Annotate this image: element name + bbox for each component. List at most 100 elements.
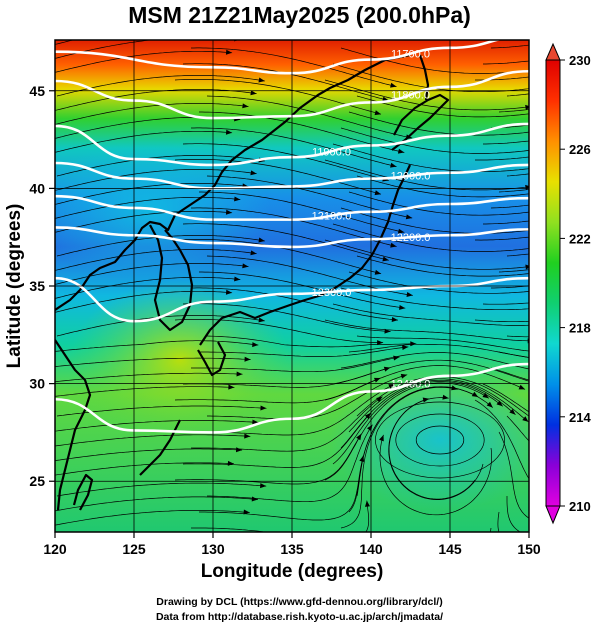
streamline <box>182 223 389 261</box>
streamline <box>55 357 251 367</box>
streamline-arrow <box>225 129 233 135</box>
streamline <box>199 383 395 436</box>
y-axis-label: Latitude (degrees) <box>4 204 25 369</box>
streamline <box>490 124 529 129</box>
streamline <box>55 183 249 205</box>
colorbar-tick-label: 218 <box>569 321 591 336</box>
contour-label: 12200.0 <box>391 232 431 244</box>
streamline <box>332 381 503 465</box>
streamline <box>356 95 529 118</box>
streamline-arrow <box>225 49 233 55</box>
streamline-arrow <box>536 420 544 427</box>
streamline <box>174 433 362 485</box>
streamline-arrow <box>242 263 249 269</box>
streamline-arrow <box>236 371 243 377</box>
colorbar-body <box>545 59 561 507</box>
streamline-arrow <box>374 269 382 275</box>
streamline <box>55 420 259 432</box>
streamline <box>483 220 529 225</box>
streamline <box>475 236 529 241</box>
streamline <box>55 249 257 271</box>
colorbar-tick-label: 226 <box>569 142 591 157</box>
streamline-arrow <box>260 405 267 411</box>
colorbar-ticks: 210 214 218 222 226 230 <box>560 53 591 514</box>
coastline-asia <box>55 53 411 311</box>
streamline <box>324 365 526 401</box>
streamline-arrow <box>533 245 540 251</box>
y-tick-label: 40 <box>29 180 45 196</box>
streamline <box>206 175 413 219</box>
streamline-arrow <box>410 341 417 347</box>
streamline-arrow <box>390 162 397 168</box>
streamline <box>475 156 529 161</box>
map-title: MSM 21Z21May2025 (200.0hPa) <box>128 2 471 28</box>
streamline <box>174 319 384 343</box>
streamline-arrow <box>530 379 537 385</box>
coastlines <box>55 53 450 511</box>
streamline-arrow <box>560 351 566 356</box>
streamline-arrow <box>250 170 257 176</box>
streamline-arrow <box>250 90 257 96</box>
streamline-arrow <box>364 500 370 507</box>
streamline <box>191 396 383 452</box>
y-tick-label: 35 <box>29 278 45 294</box>
streamline-arrow <box>252 342 259 348</box>
streamline-arrow <box>225 289 233 295</box>
streamline <box>207 374 408 420</box>
streamline <box>332 143 529 173</box>
streamline-arrow <box>522 416 529 422</box>
streamline <box>55 290 233 313</box>
streamline-arrow <box>227 460 234 466</box>
coastline-ryukyu <box>139 419 181 476</box>
streamline-arrow <box>364 412 371 419</box>
colorbar-top-arrow <box>545 42 561 61</box>
streamline-arrow <box>242 23 249 29</box>
streamline <box>348 378 529 433</box>
streamline <box>324 79 529 111</box>
contour-label: 12300.0 <box>312 287 352 299</box>
streamline-arrow <box>228 384 235 390</box>
streamline <box>490 204 529 209</box>
contour-label: 11800.0 <box>391 90 430 102</box>
streamline-arrow <box>244 356 251 362</box>
streamline-arrow <box>243 509 250 515</box>
streamline <box>55 340 259 352</box>
streamline <box>182 143 389 181</box>
streamline <box>55 196 241 219</box>
streamline <box>332 223 529 252</box>
streamline-arrow <box>252 419 259 425</box>
streamline <box>199 455 364 521</box>
y-tick-label: 30 <box>29 376 45 392</box>
streamline <box>356 255 529 277</box>
coastline-taiwan <box>72 473 94 511</box>
streamline <box>55 434 251 447</box>
streamline <box>332 303 529 326</box>
cool-region <box>330 370 529 510</box>
streamline-arrow <box>390 242 397 248</box>
y-tick-label: 45 <box>29 83 45 99</box>
streamline <box>191 500 370 532</box>
x-tick-label: 135 <box>280 541 304 557</box>
streamline <box>199 111 405 153</box>
streamline <box>55 89 257 111</box>
streamline <box>191 47 397 87</box>
contour-label: 11900.0 <box>312 146 351 158</box>
streamline-arrow <box>258 77 265 83</box>
streamline <box>340 386 458 529</box>
streamline-arrow <box>397 228 405 234</box>
streamline <box>182 412 372 468</box>
streamline-arrow <box>234 196 241 202</box>
streamline <box>506 496 521 532</box>
coastline-sakhalin <box>418 54 430 101</box>
streamline-arrow <box>258 317 265 323</box>
streamline <box>379 434 492 516</box>
lat-lon-grid <box>55 40 529 532</box>
contour-label: 12400.0 <box>391 379 431 391</box>
streamline <box>348 111 529 136</box>
contour-line <box>55 40 502 75</box>
streamline <box>415 425 465 455</box>
streamline-arrow <box>258 237 265 243</box>
streamline-arrow <box>482 392 489 399</box>
streamline-arrow <box>251 496 258 502</box>
coastline-china <box>55 339 92 511</box>
